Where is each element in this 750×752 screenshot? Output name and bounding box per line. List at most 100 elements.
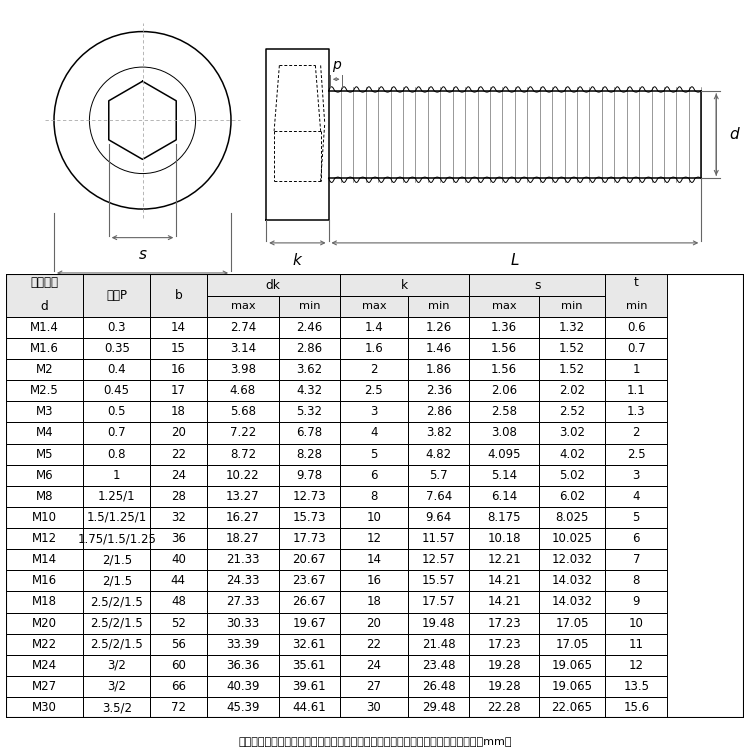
- Text: 17.23: 17.23: [488, 638, 521, 650]
- Bar: [538, 465, 605, 486]
- Text: d: d: [730, 127, 740, 142]
- Bar: [150, 591, 207, 613]
- Bar: [6, 380, 83, 402]
- Bar: [470, 591, 538, 613]
- Bar: [83, 676, 150, 697]
- Bar: [538, 423, 605, 444]
- Bar: [83, 570, 150, 591]
- Bar: [279, 655, 340, 676]
- Bar: [150, 697, 207, 718]
- Bar: [538, 549, 605, 570]
- Text: 2.86: 2.86: [426, 405, 452, 418]
- Bar: [605, 528, 668, 549]
- Bar: [6, 549, 83, 570]
- Text: 35.61: 35.61: [292, 659, 326, 672]
- Bar: [279, 655, 340, 676]
- Bar: [408, 570, 470, 591]
- Text: 10.18: 10.18: [488, 532, 521, 545]
- Bar: [470, 655, 538, 676]
- Text: M8: M8: [36, 490, 53, 503]
- Bar: [207, 465, 279, 486]
- Bar: [150, 380, 207, 402]
- Bar: [408, 359, 470, 380]
- Bar: [207, 655, 279, 676]
- Text: 18: 18: [367, 596, 381, 608]
- Text: 2.52: 2.52: [559, 405, 585, 418]
- Text: 4: 4: [370, 426, 378, 439]
- Text: M24: M24: [32, 659, 57, 672]
- Text: k: k: [401, 278, 408, 292]
- Bar: [150, 697, 207, 718]
- Bar: [538, 359, 605, 380]
- Bar: [6, 676, 83, 697]
- Text: 21.48: 21.48: [422, 638, 456, 650]
- Text: 螺距P: 螺距P: [106, 289, 128, 302]
- Bar: [279, 549, 340, 570]
- Text: 16: 16: [367, 575, 382, 587]
- Bar: [605, 359, 668, 380]
- Bar: [538, 402, 605, 423]
- Bar: [83, 338, 150, 359]
- Bar: [605, 402, 668, 423]
- Text: 19.065: 19.065: [551, 680, 592, 693]
- Bar: [340, 317, 408, 338]
- Bar: [408, 423, 470, 444]
- Bar: [470, 634, 538, 655]
- Text: 7: 7: [632, 553, 640, 566]
- Bar: [83, 486, 150, 507]
- Text: 12: 12: [628, 659, 644, 672]
- Bar: [6, 697, 83, 718]
- Bar: [279, 423, 340, 444]
- Text: 27.33: 27.33: [226, 596, 260, 608]
- Bar: [538, 444, 605, 465]
- Text: 23.48: 23.48: [422, 659, 455, 672]
- Bar: [605, 423, 668, 444]
- Bar: [150, 655, 207, 676]
- Bar: [538, 676, 605, 697]
- Text: 44.61: 44.61: [292, 701, 326, 714]
- Bar: [470, 338, 538, 359]
- Bar: [207, 359, 279, 380]
- Bar: [207, 634, 279, 655]
- Bar: [538, 634, 605, 655]
- Bar: [207, 591, 279, 613]
- Bar: [83, 634, 150, 655]
- Bar: [538, 338, 605, 359]
- Bar: [150, 676, 207, 697]
- Bar: [150, 655, 207, 676]
- Text: 1.75/1.5/1.25: 1.75/1.5/1.25: [77, 532, 156, 545]
- Text: M2: M2: [36, 363, 53, 376]
- Text: 10: 10: [367, 511, 381, 524]
- Text: 19.67: 19.67: [292, 617, 326, 629]
- Bar: [83, 380, 150, 402]
- Bar: [207, 423, 279, 444]
- Bar: [6, 528, 83, 549]
- Bar: [83, 274, 150, 317]
- Text: 5.68: 5.68: [230, 405, 256, 418]
- Bar: [83, 359, 150, 380]
- Bar: [6, 486, 83, 507]
- Bar: [6, 676, 83, 697]
- Bar: [150, 402, 207, 423]
- Text: 12: 12: [367, 532, 382, 545]
- Text: 27: 27: [367, 680, 382, 693]
- Bar: [83, 528, 150, 549]
- Bar: [150, 634, 207, 655]
- Bar: [340, 465, 408, 486]
- Bar: [340, 634, 408, 655]
- Bar: [408, 528, 470, 549]
- Text: 19.28: 19.28: [488, 659, 521, 672]
- Bar: [340, 549, 408, 570]
- Text: min: min: [298, 301, 320, 311]
- Bar: [340, 570, 408, 591]
- Bar: [470, 274, 605, 296]
- Bar: [538, 613, 605, 634]
- Text: 0.45: 0.45: [104, 384, 130, 397]
- Bar: [538, 486, 605, 507]
- Text: M22: M22: [32, 638, 57, 650]
- Bar: [150, 507, 207, 528]
- Bar: [340, 444, 408, 465]
- Text: M6: M6: [36, 468, 53, 482]
- Text: b: b: [175, 289, 182, 302]
- Bar: [605, 613, 668, 634]
